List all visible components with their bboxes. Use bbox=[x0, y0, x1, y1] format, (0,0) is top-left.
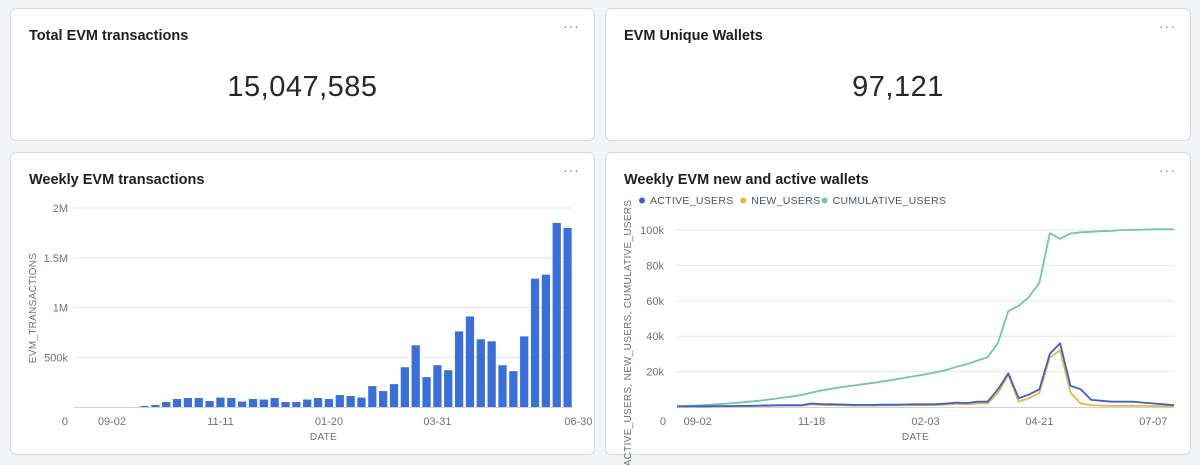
y-tick-label: 2M bbox=[53, 203, 68, 215]
bar bbox=[530, 278, 540, 407]
bar bbox=[205, 401, 214, 407]
bar bbox=[357, 397, 366, 407]
bar bbox=[509, 371, 518, 407]
y-tick-label: 500k bbox=[44, 352, 68, 364]
card-title: Total EVM transactions bbox=[29, 28, 189, 44]
y-tick-label: 60k bbox=[646, 296, 664, 308]
y-tick-label: 0 bbox=[62, 416, 68, 428]
weekly-tx-bar-chart: 0 500k 1M 1.5M 2M 09-02 11-11 01-20 03-31 06-30 DA… bbox=[28, 203, 592, 443]
x-tick-label: 11-11 bbox=[207, 416, 234, 428]
legend-label: NEW_USERS bbox=[751, 195, 820, 207]
bar bbox=[400, 367, 409, 407]
weekly-tx-card: Weekly EVM transactions ··· 0 500k 1M 1.5M 2… bbox=[10, 152, 595, 455]
bar bbox=[281, 402, 290, 407]
bar bbox=[183, 398, 193, 407]
bar bbox=[487, 341, 496, 407]
card-title: EVM Unique Wallets bbox=[624, 28, 763, 44]
y-tick-label: 1.5M bbox=[44, 253, 68, 265]
y-tick-label: 0 bbox=[660, 416, 666, 428]
bar bbox=[270, 398, 279, 407]
series-line-cumulative-users bbox=[676, 228, 1175, 408]
bar bbox=[216, 397, 225, 407]
series-line-new-users bbox=[677, 349, 1175, 408]
y-tick-label: 100k bbox=[640, 225, 664, 237]
x-tick-label: 02-03 bbox=[911, 416, 939, 428]
y-axis-title: ACTIVE_USERS, NEW_USERS, CUMULATIVE_USER… bbox=[623, 200, 634, 465]
y-axis-title: EVM_TRANSACTIONS bbox=[28, 253, 39, 363]
bar bbox=[389, 384, 399, 407]
series-line-active-users bbox=[677, 342, 1175, 408]
bar bbox=[520, 336, 529, 407]
bar bbox=[248, 399, 258, 407]
bar bbox=[563, 227, 572, 407]
bar bbox=[346, 396, 355, 407]
more-options-icon[interactable]: ··· bbox=[1159, 162, 1176, 178]
bar bbox=[227, 398, 236, 407]
unique-wallets-value: 97,121 bbox=[852, 71, 944, 103]
more-options-icon[interactable]: ··· bbox=[563, 18, 580, 34]
bar bbox=[444, 370, 453, 407]
legend-marker bbox=[821, 197, 828, 204]
card-title: Weekly EVM transactions bbox=[29, 172, 205, 188]
legend-label: ACTIVE_USERS bbox=[650, 195, 734, 207]
x-tick-label: 04-21 bbox=[1025, 416, 1053, 428]
bar bbox=[422, 377, 431, 407]
unique-wallets-card: EVM Unique Wallets ··· 97,121 bbox=[605, 8, 1191, 141]
bar bbox=[259, 399, 268, 407]
legend-marker bbox=[639, 197, 645, 204]
bar bbox=[162, 402, 171, 407]
total-tx-value: 15,047,585 bbox=[227, 71, 378, 103]
y-tick-label: 80k bbox=[646, 260, 664, 272]
x-tick-label: 03-31 bbox=[423, 416, 451, 428]
bar bbox=[541, 274, 551, 407]
bar bbox=[324, 399, 334, 407]
bar bbox=[335, 395, 344, 407]
bar bbox=[313, 398, 323, 407]
bar bbox=[140, 406, 149, 407]
bar bbox=[379, 391, 388, 407]
x-axis-title: DATE bbox=[310, 432, 337, 443]
x-tick-label: 11-18 bbox=[798, 416, 825, 428]
y-tick-label: 20k bbox=[646, 367, 664, 379]
legend-marker bbox=[740, 197, 747, 204]
card-title: Weekly EVM new and active wallets bbox=[624, 172, 869, 188]
bar bbox=[151, 405, 160, 407]
total-tx-card: Total EVM transactions ··· 15,047,585 bbox=[10, 8, 595, 141]
x-tick-label: 07-07 bbox=[1139, 416, 1167, 428]
more-options-icon[interactable]: ··· bbox=[1159, 18, 1176, 34]
bar bbox=[433, 365, 442, 407]
bar bbox=[498, 365, 507, 407]
x-tick-label: 01-20 bbox=[315, 416, 343, 428]
bar bbox=[552, 222, 561, 407]
bar bbox=[292, 402, 301, 407]
weekly-wallets-line-chart: 0 20k 40k 60k 80k 100k ACTIVE_USERS NEW_USERS CU… bbox=[623, 195, 1175, 465]
bar bbox=[411, 345, 420, 407]
y-tick-label: 1M bbox=[53, 303, 68, 315]
x-tick-label: 09-02 bbox=[98, 416, 126, 428]
bar bbox=[238, 401, 247, 407]
x-tick-label: 09-02 bbox=[684, 416, 712, 428]
x-axis-title: DATE bbox=[902, 432, 929, 443]
bar bbox=[368, 386, 377, 407]
bar bbox=[303, 399, 312, 407]
y-tick-label: 40k bbox=[646, 331, 664, 343]
more-options-icon[interactable]: ··· bbox=[563, 162, 580, 178]
bar bbox=[194, 398, 203, 407]
bar bbox=[476, 339, 485, 407]
x-tick-label: 06-30 bbox=[564, 416, 592, 428]
legend-label: CUMULATIVE_USERS bbox=[833, 195, 947, 207]
bar bbox=[454, 331, 464, 407]
bar bbox=[465, 316, 475, 407]
bar bbox=[172, 399, 182, 407]
